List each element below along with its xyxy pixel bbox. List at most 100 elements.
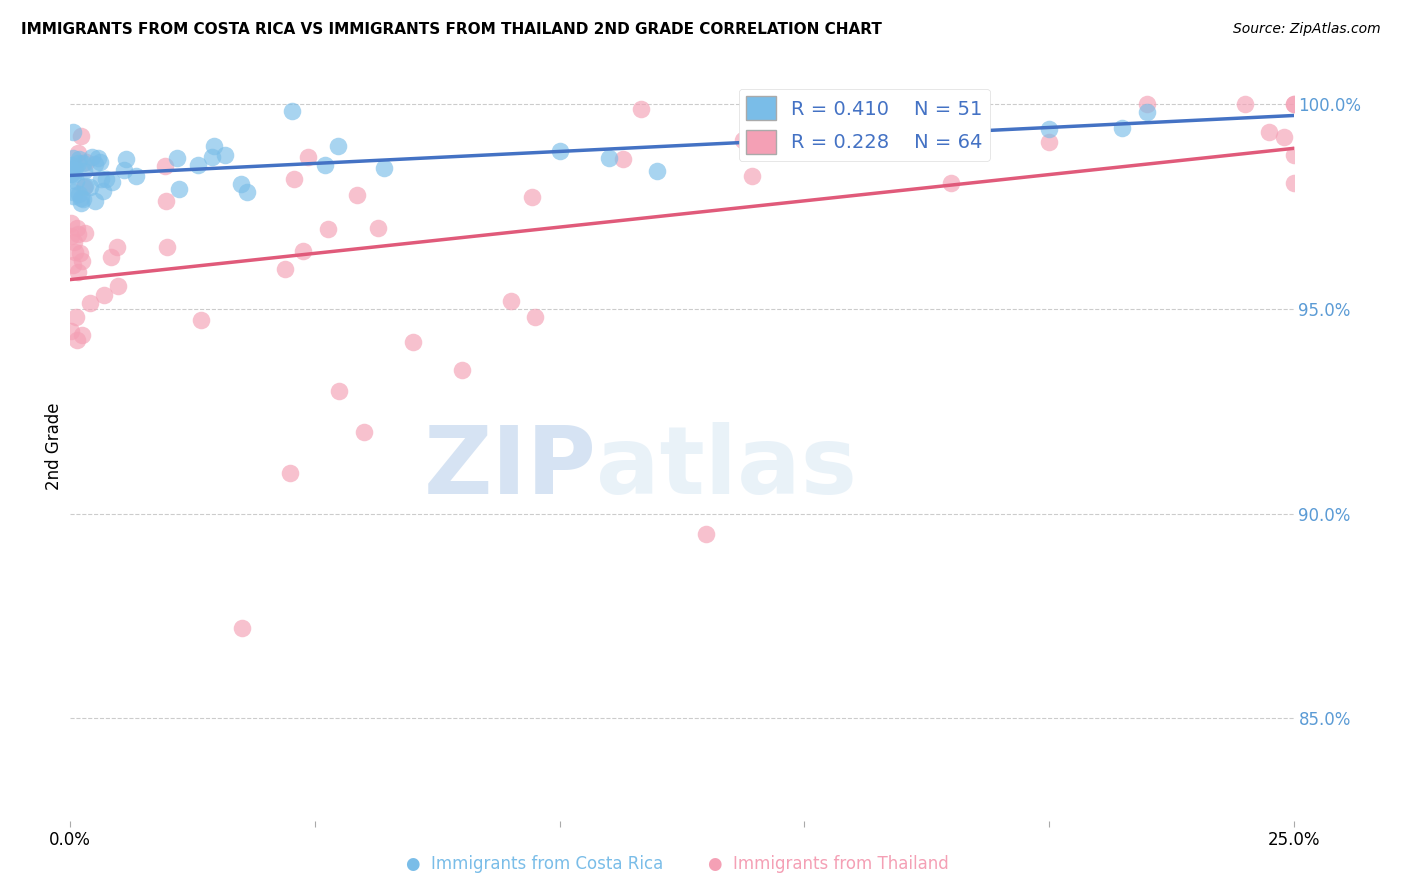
Point (67, 186, 90, 201)
Point (70, 327, 93, 342)
Point (79, 296, 101, 310)
Point (105, 240, 128, 254)
Point (1136, 97, 1159, 112)
Point (125, 169, 148, 183)
Point (202, 138, 225, 153)
Point (353, 425, 375, 439)
Point (62, 185, 84, 199)
Text: ●  Immigrants from Thailand: ● Immigrants from Thailand (709, 855, 949, 873)
Point (73, 226, 96, 240)
Text: ●  Immigrants from Costa Rica: ● Immigrants from Costa Rica (406, 855, 664, 873)
Point (695, 527, 717, 541)
Point (231, 621, 253, 635)
Point (939, 176, 962, 190)
Point (94, 172, 117, 186)
Point (70, 191, 93, 205)
Point (69, 245, 91, 260)
Point (62, 169, 84, 183)
Point (60, 216, 83, 230)
Point (190, 313, 212, 327)
Point (86, 152, 108, 166)
Point (283, 171, 305, 186)
Point (91, 184, 114, 198)
Point (373, 161, 395, 175)
Point (733, 133, 755, 147)
Point (1258, 125, 1281, 139)
Point (273, 262, 295, 277)
Point (612, 153, 634, 167)
Point (630, 102, 652, 116)
Point (187, 158, 209, 172)
Point (89, 154, 111, 169)
Text: ZIP: ZIP (423, 423, 596, 515)
Point (1111, 121, 1133, 136)
Point (314, 158, 336, 172)
Point (167, 182, 190, 196)
Point (548, 145, 571, 159)
Point (1272, 129, 1295, 144)
Point (66, 227, 89, 242)
Point (328, 384, 350, 398)
Point (65, 310, 87, 325)
Point (1233, 97, 1256, 112)
Point (292, 244, 315, 258)
Point (59, 158, 82, 172)
Point (1038, 135, 1060, 149)
Point (65, 174, 87, 188)
Point (522, 190, 544, 204)
Point (367, 221, 389, 235)
Point (63, 161, 86, 175)
Point (524, 310, 547, 324)
Legend: R = 0.410    N = 51, R = 0.228    N = 64: R = 0.410 N = 51, R = 0.228 N = 64 (738, 88, 990, 161)
Point (297, 151, 319, 165)
Point (70, 128, 93, 143)
Point (647, 164, 669, 178)
Point (793, 145, 815, 159)
Point (842, 117, 865, 131)
Y-axis label: 2nd Grade: 2nd Grade (45, 402, 63, 490)
Point (101, 175, 124, 189)
Text: atlas: atlas (596, 423, 858, 515)
Point (79, 180, 101, 194)
Point (598, 151, 620, 165)
Point (280, 103, 302, 118)
Point (62, 125, 84, 139)
Point (346, 188, 368, 202)
Point (60, 324, 83, 338)
Point (72, 192, 94, 206)
Point (166, 152, 188, 166)
Point (214, 147, 236, 161)
Point (66, 145, 89, 160)
Point (153, 159, 176, 173)
Point (806, 125, 828, 139)
Point (72, 155, 94, 169)
Point (90, 172, 112, 186)
Point (62, 151, 84, 165)
Point (1038, 121, 1060, 136)
Point (84, 194, 107, 209)
Point (450, 363, 472, 377)
Point (741, 169, 763, 183)
Point (499, 293, 522, 308)
Point (72, 180, 94, 194)
Point (62, 189, 84, 203)
Point (1136, 105, 1159, 120)
Point (328, 139, 350, 153)
Point (66, 156, 89, 170)
Point (73, 163, 96, 178)
Point (229, 177, 252, 191)
Point (155, 194, 177, 208)
Point (316, 221, 339, 235)
Point (75, 155, 97, 169)
Point (63, 235, 86, 249)
Point (1282, 97, 1305, 112)
Point (107, 279, 129, 293)
Point (112, 163, 135, 178)
Point (80, 150, 103, 164)
Point (280, 466, 302, 480)
Point (114, 152, 136, 166)
Text: Source: ZipAtlas.com: Source: ZipAtlas.com (1233, 22, 1381, 37)
Point (156, 240, 179, 254)
Point (66, 220, 89, 235)
Point (201, 150, 224, 164)
